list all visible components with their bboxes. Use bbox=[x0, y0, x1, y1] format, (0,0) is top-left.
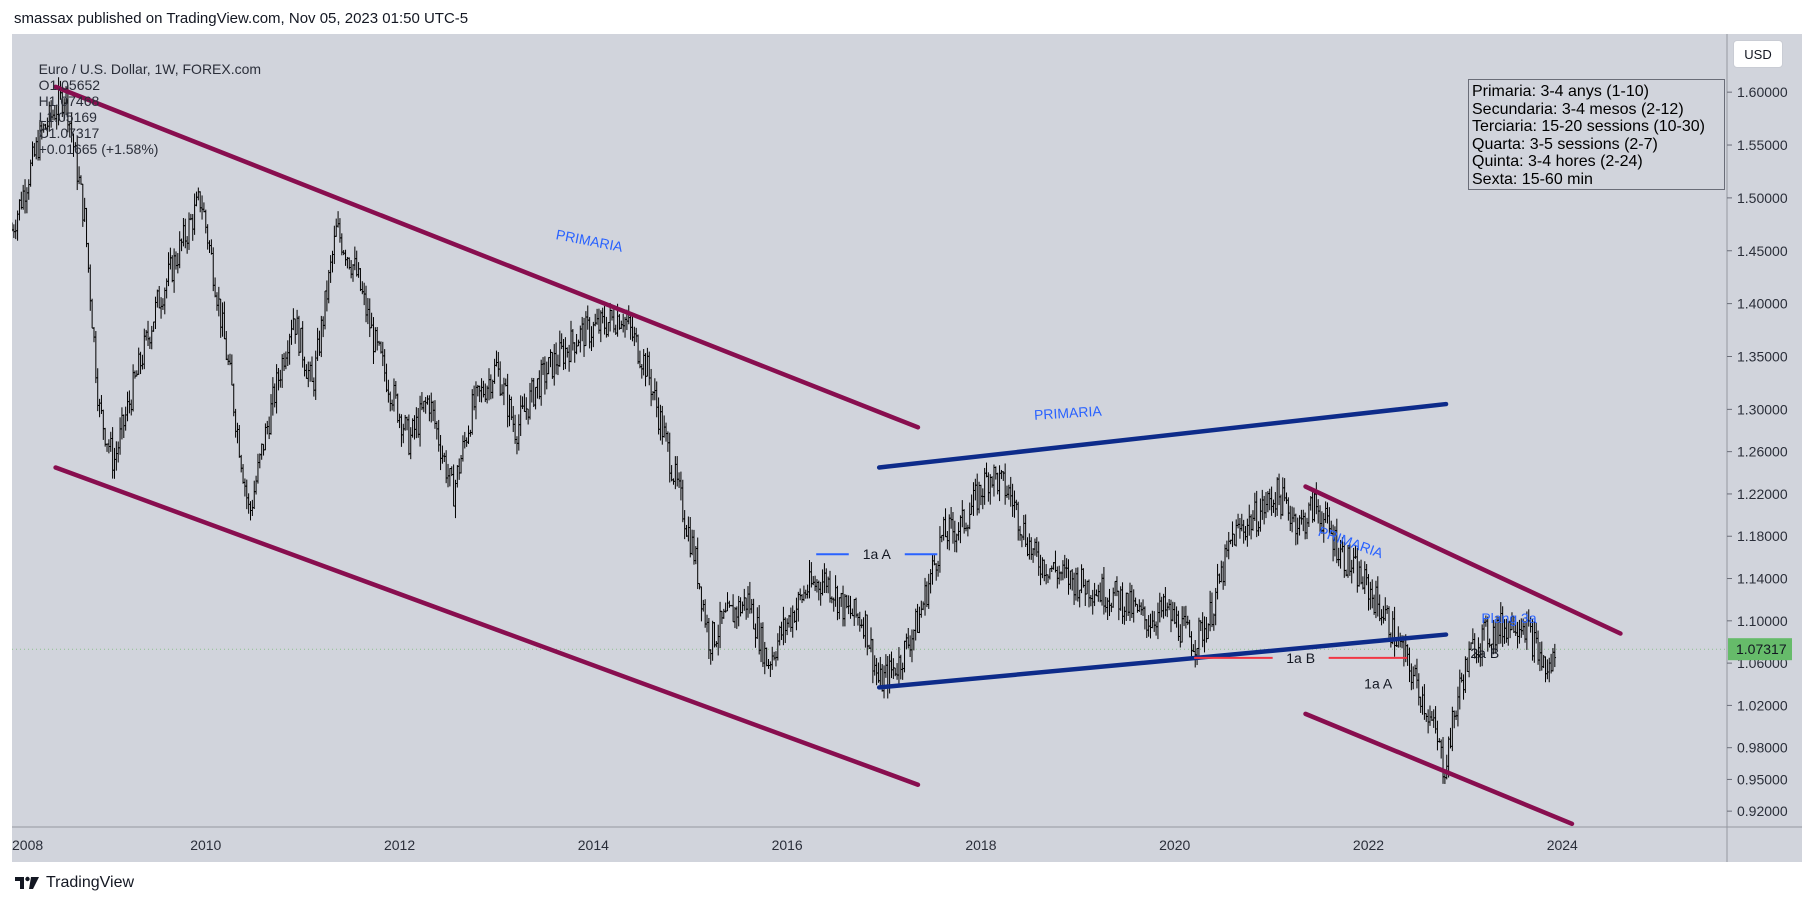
price-tick-label: 1.55000 bbox=[1737, 137, 1788, 153]
level-line-label: 1a A bbox=[863, 546, 892, 562]
maroon-channel-line bbox=[53, 465, 921, 787]
time-tick-label: 2014 bbox=[578, 837, 609, 853]
price-tick-label: 1.30000 bbox=[1737, 401, 1788, 417]
wave-degree-legend[interactable]: Primaria: 3-4 anys (1-10) Secundaria: 3-… bbox=[1468, 79, 1725, 190]
blue-channel-line bbox=[876, 632, 1449, 690]
time-tick-label: 2022 bbox=[1353, 837, 1384, 853]
time-tick-label: 2008 bbox=[12, 837, 43, 853]
chart-annotation: PRIMARIA bbox=[1034, 403, 1103, 423]
brand-name: TradingView bbox=[46, 874, 135, 891]
tradingview-brand: TradingView bbox=[14, 874, 134, 892]
price-chart[interactable]: 1.60000 1.55000 1.50000 1.45000 1.40000 1.350… bbox=[12, 34, 1802, 862]
chart-annotation: Plang 3a bbox=[1481, 610, 1536, 626]
ohlc-high: H1.07468 bbox=[38, 93, 100, 109]
legend-line: Quinta: 3-4 hores (2-24) bbox=[1472, 153, 1643, 170]
price-tick-label: 1.60000 bbox=[1737, 84, 1788, 100]
chart-pane[interactable]: 1.60000 1.55000 1.50000 1.45000 1.40000 1.350… bbox=[12, 34, 1802, 862]
maroon-channel-line bbox=[1303, 711, 1575, 827]
price-tick-label: 1.45000 bbox=[1737, 243, 1788, 259]
price-tick-label: 1.26000 bbox=[1737, 444, 1788, 460]
price-tick-label: 1.10000 bbox=[1737, 613, 1788, 629]
maroon-channel-line bbox=[1303, 484, 1623, 636]
ohlc-open: O1.05652 bbox=[38, 77, 101, 93]
time-tick-label: 2024 bbox=[1547, 837, 1578, 853]
price-tick-label: 1.35000 bbox=[1737, 348, 1788, 364]
legend-line: Secundaria: 3-4 mesos (2-12) bbox=[1472, 100, 1684, 118]
level-line-label: 1a B bbox=[1286, 650, 1315, 666]
chart-annotation: PRIMARIA bbox=[555, 226, 625, 255]
price-tick-label: 0.98000 bbox=[1737, 740, 1788, 756]
time-tick-label: 2020 bbox=[1159, 837, 1190, 853]
chart-annotation: 1a A bbox=[1364, 675, 1393, 691]
price-tick-label: 1.02000 bbox=[1737, 697, 1788, 713]
chart-annotation: PRIMARIA bbox=[1316, 523, 1386, 561]
symbol-name[interactable]: Euro / U.S. Dollar, 1W, FOREX.com bbox=[38, 61, 262, 77]
legend-line: Quarta: 3-5 sessions (2-7) bbox=[1472, 135, 1658, 153]
maroon-channel-line bbox=[53, 84, 921, 430]
price-tick-label: 1.14000 bbox=[1737, 571, 1788, 587]
time-tick-label: 2016 bbox=[772, 837, 803, 853]
tradingview-logo-icon bbox=[15, 876, 39, 889]
ohlc-close: C1.07317 bbox=[38, 125, 100, 141]
symbol-info-bar: Euro / U.S. Dollar, 1W, FOREX.com O1.056… bbox=[23, 45, 267, 173]
chart-annotation: 2a B bbox=[1470, 645, 1499, 661]
last-price-badge bbox=[1728, 638, 1792, 661]
time-tick-label: 2010 bbox=[190, 837, 221, 853]
time-tick-label: 2012 bbox=[384, 837, 415, 853]
time-tick-label: 2018 bbox=[965, 837, 996, 853]
ohlc-low: L1.05169 bbox=[38, 109, 97, 125]
price-tick-label: 1.18000 bbox=[1737, 528, 1788, 544]
price-tick-label: 1.40000 bbox=[1737, 296, 1788, 312]
legend-line: Primaria: 3-4 anys (1-10) bbox=[1472, 83, 1649, 100]
price-tick-label: 1.50000 bbox=[1737, 190, 1788, 206]
price-tick-label: 0.95000 bbox=[1737, 771, 1788, 787]
price-tick-label: 0.92000 bbox=[1737, 803, 1788, 819]
price-tick-label: 1.22000 bbox=[1737, 486, 1788, 502]
blue-channel-line bbox=[876, 401, 1449, 470]
publish-attribution: smassax published on TradingView.com, No… bbox=[14, 10, 469, 27]
legend-line: Terciaria: 15-20 sessions (10-30) bbox=[1472, 118, 1705, 135]
last-price-label: 1.07317 bbox=[1736, 641, 1787, 657]
currency-button[interactable]: USD bbox=[1733, 40, 1783, 68]
legend-line: Sexta: 15-60 min bbox=[1472, 170, 1593, 188]
price-change: +0.01665 (+1.58%) bbox=[38, 141, 159, 157]
